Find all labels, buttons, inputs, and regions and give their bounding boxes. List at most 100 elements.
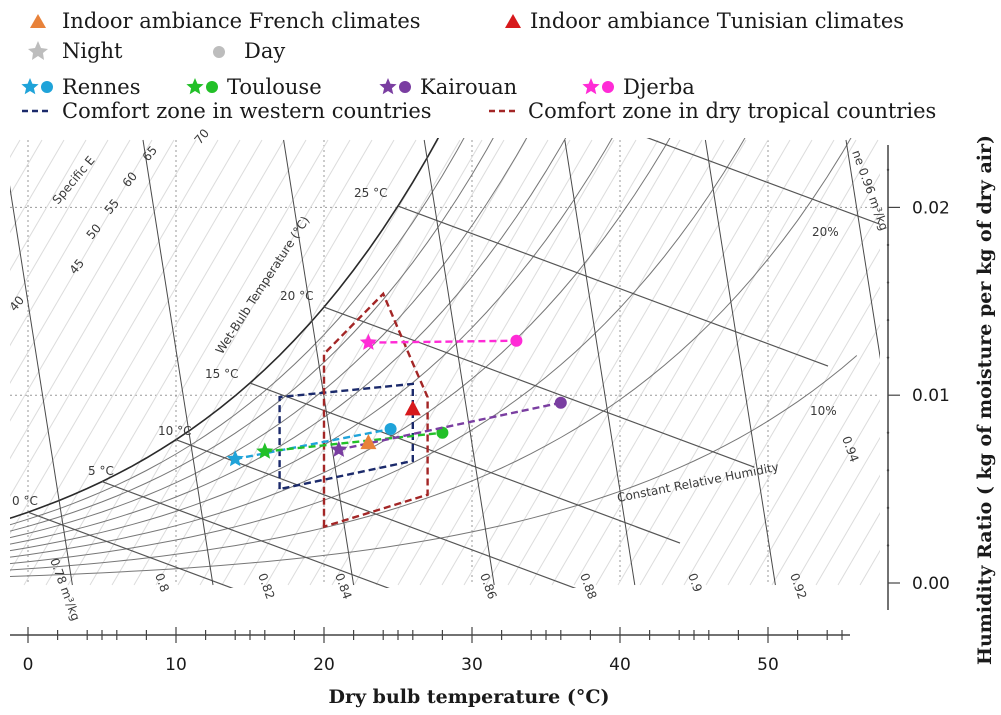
- constant-rh-label: Constant Relative Humidity: [616, 460, 780, 505]
- specific-volume-label: 0.82: [255, 571, 277, 601]
- x-tick-label: 40: [609, 655, 631, 675]
- hatch-line: [287, 139, 549, 586]
- legend-marker-day: [213, 46, 225, 58]
- y-axis: 0.00 0.01 0.02: [886, 145, 950, 610]
- wet-bulb-label: 10 °C: [158, 424, 191, 438]
- hatch-line: [89, 139, 351, 586]
- hatch-line: [177, 139, 439, 586]
- legend-label-djerba: Djerba: [623, 75, 695, 99]
- rh-curve: [10, 138, 494, 532]
- hatch-line: [573, 139, 835, 586]
- comfort-zone-polygon: [278, 382, 414, 491]
- enthalpy-tick-label: 70: [192, 126, 213, 147]
- hatch-line: [793, 436, 880, 586]
- x-axis: 0 10 20 30 40 50: [10, 627, 850, 675]
- wet-bulb-line: [397, 205, 829, 367]
- hatch-line: [375, 139, 637, 586]
- specific-volume-line: [564, 139, 636, 586]
- indoor-point-tunisian: [404, 400, 421, 416]
- enthalpy-tick-label: 50: [84, 221, 105, 242]
- enthalpy-tick-label: 40: [7, 293, 28, 314]
- x-tick-label: 0: [23, 655, 34, 675]
- rh-curve: [10, 138, 852, 571]
- rh-curve: [10, 138, 465, 526]
- hatch-line: [463, 139, 725, 586]
- hatch-line: [529, 139, 791, 586]
- enthalpy-tick-label: 45: [67, 256, 88, 277]
- day-point-rennes: [384, 423, 397, 436]
- comfort-zones: [278, 291, 429, 529]
- hatch-line: [10, 139, 131, 347]
- specific-volume-line: [423, 139, 495, 586]
- hatch-line: [815, 474, 880, 586]
- legend-label-indoor-french: Indoor ambiance French climates: [62, 9, 421, 33]
- legend-label-indoor-tunisian: Indoor ambiance Tunisian climates: [530, 9, 904, 33]
- hatch-line: [221, 139, 483, 586]
- legend-marker-rennes-star: [21, 78, 39, 95]
- x-tick-label: 30: [461, 655, 483, 675]
- wet-bulb-title: Wet-Bulb Temperature (°C): [213, 214, 313, 357]
- specific-volume-label: 0.84: [332, 571, 354, 601]
- hatch-line: [243, 139, 505, 586]
- legend-marker-toulouse-star: [186, 78, 204, 95]
- hatch-line: [155, 139, 417, 586]
- hatch-line: [199, 139, 461, 586]
- legend-marker-rennes-circle: [41, 81, 53, 93]
- hatch-line: [10, 139, 197, 460]
- specific-volume-line: [10, 185, 73, 586]
- hatch-line: [419, 139, 681, 586]
- hatch-line: [353, 139, 615, 586]
- y-axis-title: Humidity Ratio ( kg of moisture per kg o…: [974, 135, 996, 665]
- hatch-line: [507, 139, 769, 586]
- wet-bulb-label: 5 °C: [88, 464, 114, 478]
- x-tick-label: 20: [313, 655, 335, 675]
- legend-marker-indoor-tunisian: [505, 14, 521, 28]
- hatch-line: [10, 139, 175, 422]
- hatch-line: [485, 139, 747, 586]
- hatch-line: [771, 399, 880, 586]
- hatch-line: [67, 139, 329, 586]
- hatch-line: [10, 139, 219, 497]
- night-point-rennes: [226, 450, 244, 467]
- y-minor-tick: [886, 168, 890, 172]
- specific-volume-line: [704, 139, 776, 586]
- day-point-toulouse: [436, 426, 449, 439]
- legend: Indoor ambiance French climates Indoor a…: [21, 9, 936, 123]
- hatch-line: [683, 248, 880, 586]
- hatch-line: [265, 139, 527, 586]
- hatch-line: [441, 139, 703, 586]
- series-line-toulouse: [264, 431, 443, 453]
- specific-volume-label: 0.94: [839, 434, 861, 464]
- specific-volume-line: [142, 139, 214, 586]
- specific-volume-label: 0.8: [152, 571, 172, 594]
- specific-volume-line: [845, 139, 880, 360]
- hatch-line: [10, 139, 263, 573]
- hatch-line: [10, 139, 241, 535]
- y-tick-label: 0.02: [912, 198, 950, 218]
- legend-marker-toulouse-circle: [206, 81, 218, 93]
- y-tick-label: 0.00: [912, 574, 950, 594]
- background-grid: [10, 138, 880, 588]
- legend-label-day: Day: [244, 39, 285, 63]
- rh-label: 20%: [812, 225, 839, 239]
- wet-bulb-line: [175, 439, 577, 588]
- legend-label-comfort-western: Comfort zone in western countries: [62, 99, 432, 123]
- legend-marker-kairouan-circle: [399, 81, 411, 93]
- specific-volume-line: [283, 139, 355, 586]
- y-minor-tick: [886, 243, 890, 247]
- y-minor-tick: [886, 544, 890, 547]
- hatch-line: [639, 173, 880, 586]
- x-tick-label: 10: [165, 655, 187, 675]
- x-axis-title: Dry bulb temperature (°C): [329, 686, 610, 708]
- series-line-djerba: [368, 339, 517, 344]
- rh-curve: [10, 138, 746, 565]
- y-minor-tick: [886, 431, 890, 434]
- enthalpy-tick-label: 60: [120, 169, 141, 190]
- night-point-kairouan: [330, 440, 348, 457]
- specific-volume-label: ne 0.96 m³/kg: [849, 148, 891, 232]
- night-point-djerba: [359, 333, 377, 350]
- legend-label-night: Night: [62, 39, 123, 63]
- hatch-line: [10, 139, 109, 309]
- legend-label-kairouan: Kairouan: [420, 75, 517, 99]
